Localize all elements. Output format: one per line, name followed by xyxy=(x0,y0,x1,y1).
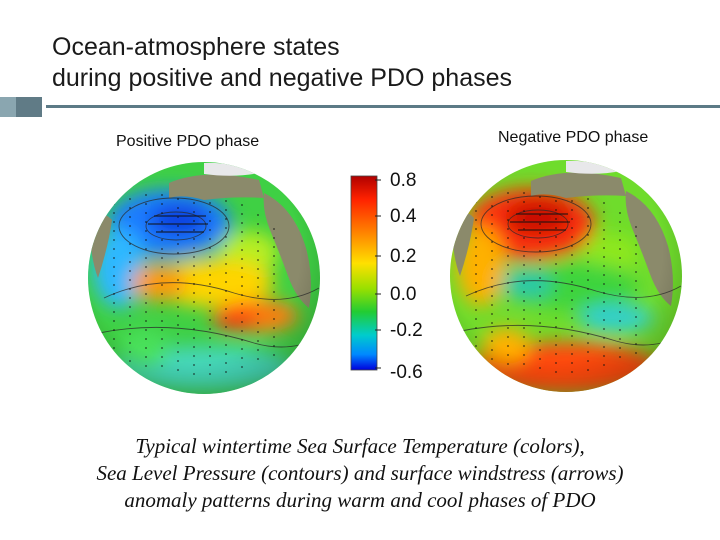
positive-pdo-globe-map xyxy=(88,162,320,394)
title-accent-bar xyxy=(0,97,720,117)
colorbar-tick-label: 0.2 xyxy=(390,246,417,267)
positive-phase-label: Positive PDO phase xyxy=(116,133,260,150)
colorbar-tick-label: 0.4 xyxy=(390,206,417,227)
accent-block-dark xyxy=(16,97,42,117)
negative-phase-label: Negative PDO phase xyxy=(498,129,649,146)
colorbar-tick-label: 0.8 xyxy=(390,170,417,191)
accent-rule xyxy=(46,105,720,108)
caption-line-2: Sea Level Pressure (contours) and surfac… xyxy=(96,461,624,485)
caption-line-3: anomaly patterns during warm and cool ph… xyxy=(124,488,596,512)
title-line-2: during positive and negative PDO phases xyxy=(52,64,513,92)
title-line-1: Ocean-atmosphere states xyxy=(52,33,340,61)
negative-pdo-globe-map xyxy=(450,160,682,392)
colorbar-tick-label: -0.2 xyxy=(390,320,423,341)
slide-title: Ocean-atmosphere states during positive … xyxy=(52,32,512,94)
sst-colorbar xyxy=(350,175,381,371)
accent-block-light xyxy=(0,97,16,117)
colorbar-tick-label: -0.6 xyxy=(390,362,423,383)
colorbar-tick-label: 0.0 xyxy=(390,284,417,305)
figure-caption: Typical wintertime Sea Surface Temperatu… xyxy=(0,433,720,514)
caption-line-1: Typical wintertime Sea Surface Temperatu… xyxy=(135,434,585,458)
